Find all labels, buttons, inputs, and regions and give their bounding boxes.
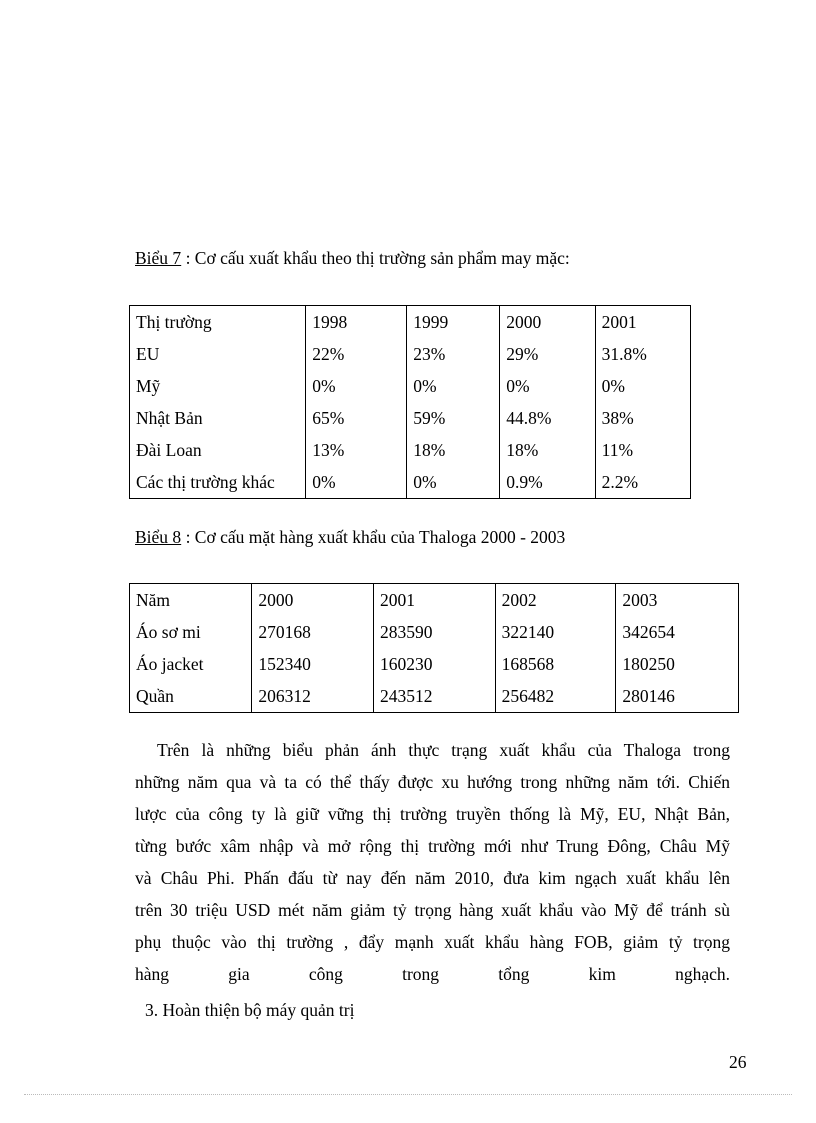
table-cell: 29% — [499, 338, 596, 370]
table-cell: Nhật Bản — [136, 407, 203, 428]
table-cell: 2001 — [373, 583, 496, 616]
table-cell: 2000 — [251, 583, 374, 616]
table1-caption-label: Biểu 7 — [135, 248, 182, 268]
paragraph-line: trên 30 triệu USD mét năm giảm tỷ trọng … — [135, 900, 730, 920]
table-cell: 0.9% — [499, 466, 596, 499]
table2-caption: Biểu 8 : Cơ cấu mặt hàng xuất khẩu của T… — [135, 527, 565, 548]
table1-caption: Biểu 7 : Cơ cấu xuất khẩu theo thị trườn… — [135, 248, 570, 269]
table-cell: 0% — [305, 370, 407, 402]
table-cell: 38% — [594, 402, 691, 434]
product-structure-table: Năm 2000 2001 2002 2003 Áo sơ mi 270168 283590 3… — [129, 583, 739, 713]
table-cell: Mỹ — [136, 375, 161, 396]
table-cell: 18% — [499, 434, 596, 466]
table-cell: 11% — [594, 434, 691, 466]
table-cell: 152340 — [251, 648, 374, 680]
table-cell: 22% — [305, 338, 407, 370]
table-row: Áo sơ mi 270168 283590 322140 342654 — [130, 616, 739, 648]
table-cell: 270168 — [251, 616, 374, 648]
table-cell: 2000 — [499, 305, 596, 338]
table-cell: 0% — [406, 370, 500, 402]
table-cell: Áo jacket — [136, 653, 204, 674]
table-row: Áo jacket 152340 160230 168568 180250 — [130, 648, 739, 680]
table-cell: 160230 — [373, 648, 496, 680]
table-cell: 283590 — [373, 616, 496, 648]
table-cell: 13% — [305, 434, 407, 466]
paragraph-line: và Châu Phi. Phấn đấu từ nay đến năm 201… — [135, 868, 730, 888]
table-row: Đài Loan 13% 18% 18% 11% — [130, 434, 691, 466]
table-cell: 2002 — [494, 583, 616, 616]
table-cell: 0% — [499, 370, 596, 402]
table-cell: Các thị trường khác — [136, 471, 275, 492]
table-cell: 2001 — [594, 305, 691, 338]
table1-caption-text: : Cơ cấu xuất khẩu theo thị trường sản p… — [181, 248, 570, 268]
paragraph-line: hàng gia công trong tổng kim nghạch. — [135, 964, 730, 984]
page-footer-divider — [24, 1094, 792, 1095]
section-heading: 3. Hoàn thiện bộ máy quản trị — [145, 1000, 355, 1020]
table-cell: 23% — [406, 338, 500, 370]
table-cell: 31.8% — [594, 338, 691, 370]
table-cell: 0% — [305, 466, 407, 499]
table-cell: 0% — [594, 370, 691, 402]
table-cell: 0% — [406, 466, 500, 499]
table-cell: 18% — [406, 434, 500, 466]
table-cell: 1999 — [406, 305, 500, 338]
market-structure-table: Thị trường 1998 1999 2000 2001 EU 22% 23% 29% 31.… — [129, 305, 691, 499]
table-cell: 206312 — [251, 680, 374, 713]
table-cell: Năm — [136, 589, 171, 610]
table-cell: Thị trường — [136, 311, 212, 332]
table-cell: 322140 — [494, 616, 616, 648]
paragraph-line: lược của công ty là giữ vững thị trường … — [135, 804, 730, 824]
table-cell: 1998 — [305, 305, 407, 338]
table-cell: 243512 — [373, 680, 496, 713]
table-cell: Quần — [136, 685, 174, 706]
table-header-row: Năm 2000 2001 2002 2003 — [130, 583, 739, 616]
paragraph-line: những năm qua và ta có thể thấy được xu … — [135, 772, 730, 792]
table2-caption-text: : Cơ cấu mặt hàng xuất khẩu của Thaloga … — [181, 527, 566, 547]
table-cell: 256482 — [494, 680, 616, 713]
table-row: Các thị trường khác 0% 0% 0.9% 2.2% — [130, 466, 691, 499]
table-row: Nhật Bản 65% 59% 44.8% 38% — [130, 402, 691, 434]
table-cell: 59% — [406, 402, 500, 434]
table-cell: 2.2% — [594, 466, 691, 499]
table-cell: Áo sơ mi — [136, 621, 201, 642]
table-cell: 2003 — [615, 583, 739, 616]
table-cell: 168568 — [494, 648, 616, 680]
table-header-row: Thị trường 1998 1999 2000 2001 — [130, 305, 691, 338]
table-cell: 65% — [305, 402, 407, 434]
table-cell: EU — [136, 343, 160, 364]
table-row: EU 22% 23% 29% 31.8% — [130, 338, 691, 370]
table-cell: 342654 — [615, 616, 739, 648]
table-cell: 180250 — [615, 648, 739, 680]
table-cell: 280146 — [615, 680, 739, 713]
table-cell: 44.8% — [499, 402, 596, 434]
body-paragraph: Trên là những biểu phản ánh thực trạng x… — [135, 734, 730, 990]
table-cell: Đài Loan — [136, 439, 202, 460]
paragraph-line: từng bước xâm nhập và mở rộng thị trường… — [135, 836, 730, 856]
table-row: Quần 206312 243512 256482 280146 — [130, 680, 739, 713]
paragraph-line: Trên là những biểu phản ánh thực trạng x… — [157, 740, 730, 760]
table-row: Mỹ 0% 0% 0% 0% — [130, 370, 691, 402]
paragraph-line: phụ thuộc vào thị trường , đẩy mạnh xuất… — [135, 932, 730, 952]
page-number: 26 — [729, 1052, 747, 1072]
table2-caption-label: Biểu 8 — [135, 527, 182, 547]
